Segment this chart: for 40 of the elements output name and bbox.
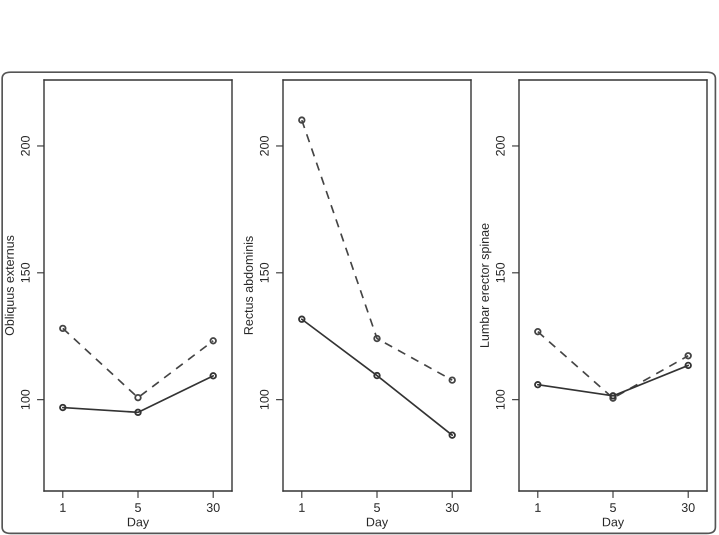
x-tick-label: 30 [682, 503, 695, 512]
point [59, 324, 66, 332]
point [134, 408, 142, 416]
point [684, 362, 692, 370]
point [534, 381, 542, 388]
y-tick-label: 100 [260, 390, 269, 410]
point [534, 328, 542, 336]
x-tick-label: 1 [299, 503, 305, 512]
y-tick-label: 200 [496, 136, 505, 156]
y-axis-title: Obliquus externus [4, 236, 16, 336]
x-axis-title: Day [602, 518, 624, 529]
point [210, 372, 217, 380]
x-tick-label: 5 [374, 503, 380, 512]
x-tick-label: 30 [206, 503, 220, 512]
y-tick-label: 150 [260, 262, 269, 282]
x-tick-label: 1 [535, 503, 541, 512]
x-tick-label: 30 [446, 503, 459, 512]
y-axis-title: Lumbar erector spinae [480, 224, 492, 348]
y-tick-label: 100 [20, 390, 30, 410]
point [134, 394, 142, 402]
y-axis-title: Rectus abdominis [244, 236, 253, 334]
point [684, 352, 692, 360]
point [373, 372, 381, 380]
point [59, 404, 66, 412]
y-tick-label: 200 [260, 136, 269, 156]
y-tick-label: 150 [496, 262, 505, 282]
point [298, 316, 306, 323]
x-axis-title: Day [366, 518, 388, 529]
x-tick-label: 1 [60, 503, 66, 512]
x-tick-label: 5 [135, 503, 141, 512]
x-tick-label: 5 [610, 503, 616, 512]
point [373, 334, 381, 342]
point [448, 432, 456, 439]
point [210, 337, 217, 344]
x-axis-title: Day [128, 518, 150, 529]
y-tick-label: 200 [20, 136, 30, 156]
y-tick-label: 150 [20, 262, 30, 282]
y-tick-label: 100 [496, 390, 505, 410]
point [448, 376, 456, 384]
point [298, 116, 306, 124]
